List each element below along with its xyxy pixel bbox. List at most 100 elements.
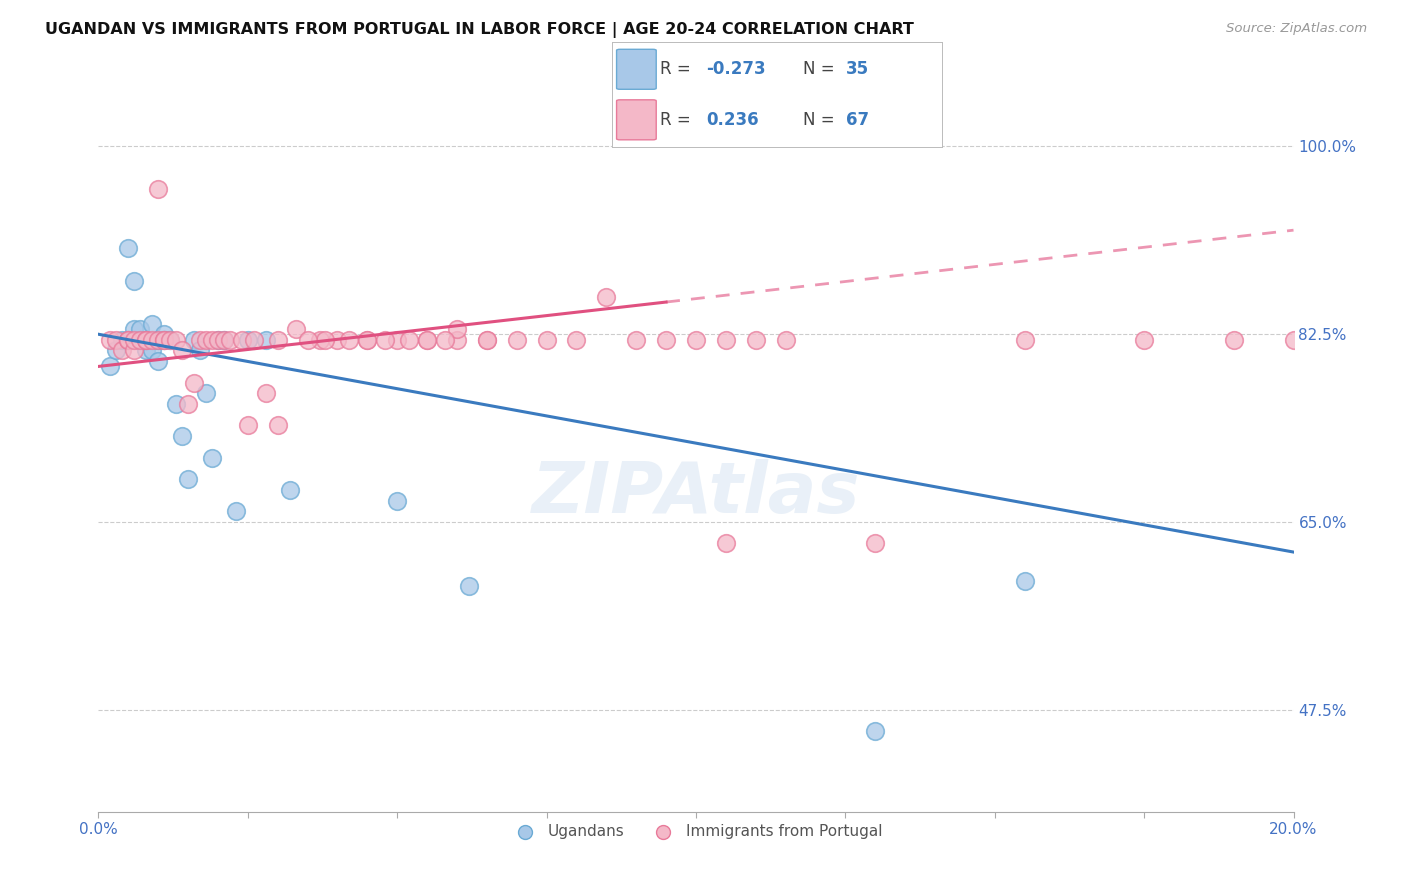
Point [416,333,439,347]
Point [129,333,152,347]
Point [1223,333,1246,347]
Text: 0.236: 0.236 [706,111,758,128]
Text: N =: N = [803,61,835,78]
Point [148,333,170,347]
Point [159,333,181,347]
Point [655,333,678,347]
Point [153,333,176,347]
Point [201,333,224,347]
Point [254,333,277,347]
Point [714,536,737,550]
Point [188,343,211,358]
Point [153,333,176,347]
Text: Source: ZipAtlas.com: Source: ZipAtlas.com [1226,22,1367,36]
Point [219,333,242,347]
Point [236,333,259,347]
Point [98,333,122,347]
Point [297,333,319,347]
Point [595,290,617,304]
Point [129,322,152,336]
Point [243,333,266,347]
Point [714,333,737,347]
Point [188,333,211,347]
Point [506,333,529,347]
Point [356,333,378,347]
Point [153,333,176,347]
Point [135,333,157,347]
Point [398,333,420,347]
Point [124,343,146,358]
Point [111,333,134,347]
Point [339,333,361,347]
Point [1133,333,1156,347]
Point [105,333,128,347]
Point [105,343,128,358]
Point [626,333,648,347]
Point [267,333,290,347]
Point [775,333,797,347]
Point [135,343,157,358]
Point [475,333,498,347]
Point [148,333,170,347]
Point [159,333,181,347]
Legend: Ugandans, Immigrants from Portugal: Ugandans, Immigrants from Portugal [503,818,889,845]
Point [865,536,887,550]
Point [267,418,290,433]
Point [475,333,498,347]
Point [124,274,146,288]
Point [1014,333,1036,347]
Point [195,333,218,347]
Point [458,579,481,593]
Point [117,241,139,255]
Point [165,333,187,347]
Text: 67: 67 [846,111,869,128]
Point [129,333,152,347]
Text: 35: 35 [846,61,869,78]
Point [153,327,176,342]
Point [148,354,170,368]
Point [117,333,139,347]
Point [565,333,588,347]
Point [536,333,558,347]
Point [745,333,768,347]
Point [165,397,187,411]
Text: R =: R = [659,111,690,128]
Point [284,322,307,336]
Point [231,333,253,347]
Point [111,343,134,358]
Point [385,333,409,347]
Text: UGANDAN VS IMMIGRANTS FROM PORTUGAL IN LABOR FORCE | AGE 20-24 CORRELATION CHART: UGANDAN VS IMMIGRANTS FROM PORTUGAL IN L… [45,22,914,38]
Point [183,376,205,390]
Point [195,386,218,401]
Point [225,504,247,518]
Point [135,333,157,347]
Point [212,333,235,347]
Point [356,333,378,347]
Point [207,333,229,347]
Point [124,322,146,336]
Point [446,322,468,336]
Text: ZIPAtlas: ZIPAtlas [531,458,860,528]
Point [1014,574,1036,588]
FancyBboxPatch shape [617,49,657,89]
Point [201,450,224,465]
Point [141,317,163,331]
Point [124,333,146,347]
Point [212,333,235,347]
Point [416,333,439,347]
Point [177,472,200,486]
Point [326,333,349,347]
Text: -0.273: -0.273 [706,61,765,78]
Point [434,333,457,347]
Point [207,333,229,347]
Point [685,333,707,347]
Point [236,418,259,433]
Point [141,343,163,358]
Point [117,333,139,347]
Point [1282,333,1305,347]
Point [141,333,163,347]
Point [148,182,170,196]
FancyBboxPatch shape [617,100,657,140]
Point [98,359,122,374]
Point [865,724,887,739]
